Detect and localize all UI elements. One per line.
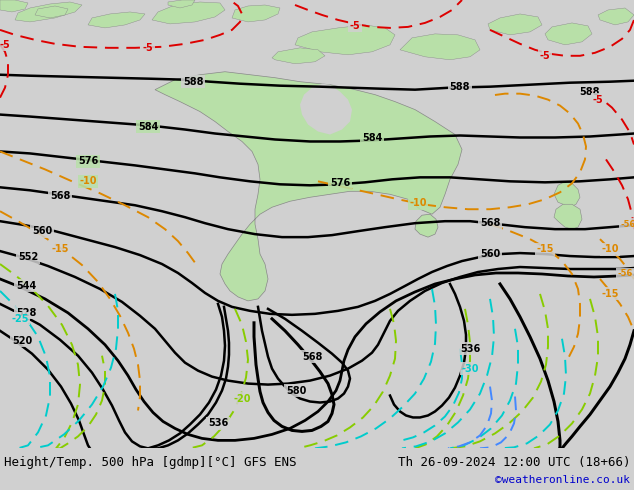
Text: 528: 528 [16, 308, 36, 318]
Polygon shape [35, 6, 68, 18]
Text: -10: -10 [79, 176, 97, 186]
Text: -20: -20 [233, 393, 251, 404]
Text: 520: 520 [12, 336, 32, 346]
Text: -5: -5 [0, 40, 10, 50]
Text: -10: -10 [410, 198, 427, 208]
Text: Height/Temp. 500 hPa [gdmp][°C] GFS ENS: Height/Temp. 500 hPa [gdmp][°C] GFS ENS [4, 456, 297, 469]
Text: 576: 576 [330, 178, 350, 188]
Text: Th 26-09-2024 12:00 UTC (18+66): Th 26-09-2024 12:00 UTC (18+66) [398, 456, 630, 469]
Text: -5: -5 [349, 21, 360, 31]
Polygon shape [400, 34, 480, 60]
Text: 544: 544 [16, 281, 36, 291]
Text: -25: -25 [11, 314, 29, 324]
Text: 576: 576 [78, 156, 98, 167]
Text: 536: 536 [208, 418, 228, 428]
Text: 560: 560 [32, 226, 52, 236]
Text: 584: 584 [138, 122, 158, 131]
Polygon shape [155, 72, 462, 301]
Polygon shape [88, 12, 145, 28]
Polygon shape [598, 8, 634, 25]
Text: 552: 552 [18, 252, 38, 262]
Text: 568: 568 [50, 191, 70, 201]
Text: 584: 584 [362, 133, 382, 144]
Text: -10: -10 [601, 244, 619, 254]
Text: 588: 588 [183, 77, 204, 87]
Text: 568: 568 [302, 352, 322, 362]
Text: 536: 536 [460, 343, 480, 354]
Text: -5: -5 [143, 43, 153, 53]
Text: -56: -56 [620, 220, 634, 229]
Text: -15: -15 [536, 244, 553, 254]
Text: -5: -5 [593, 95, 604, 105]
Text: -5: -5 [540, 51, 550, 61]
Polygon shape [0, 0, 28, 12]
Polygon shape [300, 84, 352, 135]
Polygon shape [545, 23, 592, 45]
Text: 568: 568 [480, 218, 500, 228]
Polygon shape [232, 5, 280, 22]
Text: -15: -15 [601, 289, 619, 299]
Polygon shape [15, 2, 82, 22]
Text: -30: -30 [462, 364, 479, 374]
Polygon shape [152, 2, 225, 24]
Text: 560: 560 [480, 249, 500, 259]
Polygon shape [554, 204, 582, 229]
Text: -15: -15 [51, 244, 68, 254]
Polygon shape [554, 181, 580, 207]
Text: ©weatheronline.co.uk: ©weatheronline.co.uk [495, 475, 630, 485]
Polygon shape [488, 14, 542, 35]
Text: 580: 580 [286, 386, 306, 395]
Text: 588: 588 [450, 82, 470, 92]
Text: 588: 588 [579, 87, 600, 97]
Polygon shape [295, 25, 395, 55]
Polygon shape [415, 214, 438, 237]
Polygon shape [168, 0, 195, 8]
Polygon shape [272, 48, 325, 64]
Text: -56: -56 [618, 270, 633, 278]
